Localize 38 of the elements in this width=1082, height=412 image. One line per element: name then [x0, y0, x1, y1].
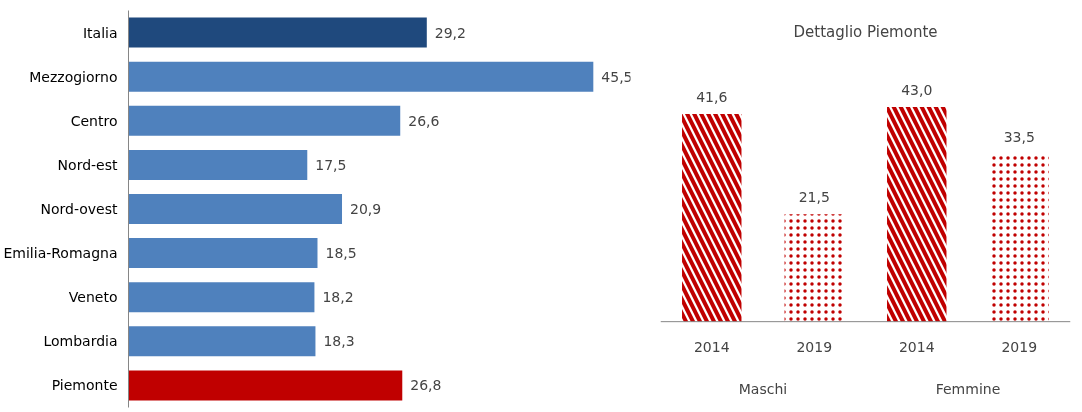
data-label: 21,5 [798, 189, 830, 206]
text: Femmine [935, 380, 1001, 397]
x-tick-label: 2014 [898, 338, 935, 355]
bar [128, 149, 308, 180]
bar [128, 282, 315, 313]
y-tick-label: Italia [82, 24, 118, 41]
y-tick-label: Piemonte [51, 377, 118, 394]
y-tick-label: Veneto [68, 289, 118, 306]
bar [128, 61, 594, 92]
data-label: 18,3 [323, 333, 355, 350]
bar [128, 105, 401, 136]
text: Maschi [738, 380, 788, 397]
chart-title: Dettaglio Piemonte [793, 22, 938, 41]
data-label: 18,5 [325, 245, 357, 262]
y-tick-label: Nord-ovest [40, 201, 119, 217]
bar [128, 194, 343, 224]
y-tick-label: Mezzogiorno [29, 68, 118, 85]
data-label: 17,5 [315, 156, 347, 173]
data-label: 20,9 [350, 201, 382, 217]
data-label: 26,8 [410, 377, 442, 394]
data-label: 29,2 [434, 24, 466, 41]
y-tick-label: Lombardia [43, 333, 118, 350]
data-label: 26,6 [408, 112, 440, 129]
data-label: 45,5 [601, 68, 633, 85]
bar [128, 238, 318, 269]
x-tick-label: 2014 [693, 338, 730, 355]
data-label: 43,0 [901, 82, 933, 99]
bar [128, 17, 427, 48]
x-tick-label: 2019 [1001, 338, 1038, 355]
y-tick-label: Nord-est [57, 156, 119, 173]
y-tick-label: Emilia-Romagna [3, 245, 118, 262]
bar [128, 370, 403, 401]
data-label: 33,5 [1003, 129, 1035, 146]
data-label: 41,6 [696, 89, 728, 106]
bar [128, 326, 316, 357]
x-tick-label: 2019 [796, 338, 833, 355]
data-label: 18,2 [322, 289, 354, 306]
y-tick-label: Centro [70, 112, 118, 129]
